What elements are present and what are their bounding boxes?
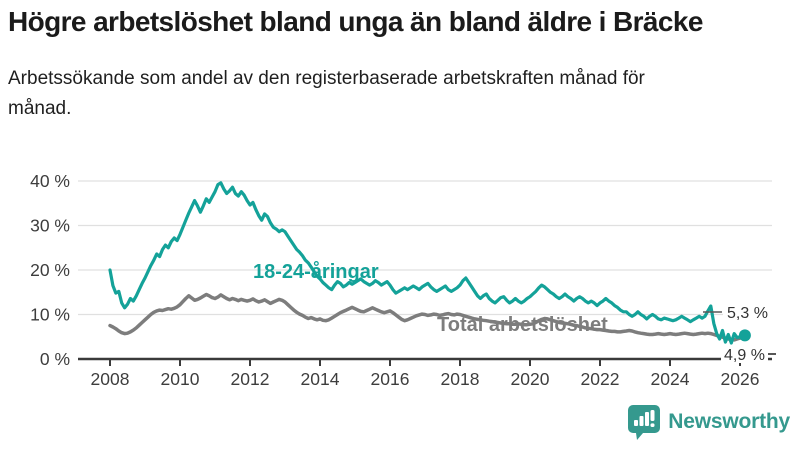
mini-bar-chart-icon	[634, 410, 655, 427]
newsworthy-wordmark: Newsworthy	[668, 410, 790, 433]
chart-subtitle: Arbetssökande som andel av den registerb…	[8, 68, 645, 119]
x-tick-2024: 2024	[651, 369, 690, 389]
series-label-young: 18-24-åringar	[253, 260, 379, 283]
y-tick-30: 30 %	[30, 216, 70, 236]
x-tick-2018: 2018	[441, 369, 480, 389]
end-label-bg-total	[721, 345, 768, 363]
series-label-total: Total arbetslöshet	[437, 314, 608, 336]
end-label-bg-young	[723, 303, 774, 321]
x-tick-2026: 2026	[721, 369, 760, 389]
speech-bubble-shape	[628, 405, 661, 440]
y-tick-40: 40 %	[30, 171, 70, 191]
x-tick-2008: 2008	[91, 369, 130, 389]
gridlines	[78, 180, 772, 316]
x-axis-labels: 2008 2010 2012 2014 2016 2018 2020 2022 …	[91, 369, 760, 389]
series-line-total	[108, 292, 745, 342]
y-tick-10: 10 %	[30, 305, 70, 325]
end-label-young: 5,3 %	[727, 305, 768, 322]
x-tick-2022: 2022	[581, 369, 620, 389]
x-tick-2020: 2020	[511, 369, 550, 389]
page-title: Högre arbetslöshet bland unga än bland ä…	[8, 6, 703, 37]
series-line-young	[108, 181, 745, 345]
y-tick-20: 20 %	[30, 260, 70, 280]
x-tick-2010: 2010	[161, 369, 200, 389]
x-tick-2014: 2014	[301, 369, 340, 389]
x-tick-2016: 2016	[371, 369, 410, 389]
newsworthy-brand: Newsworthy	[627, 404, 790, 440]
x-tick-2012: 2012	[231, 369, 270, 389]
newsworthy-logo-icon	[628, 405, 661, 440]
series-end-dot	[738, 329, 751, 342]
y-axis-labels: 40 % 30 % 20 % 10 % 0 %	[30, 171, 70, 369]
y-tick-0: 0 %	[40, 349, 70, 369]
end-label-total: 4,9 %	[724, 347, 765, 364]
